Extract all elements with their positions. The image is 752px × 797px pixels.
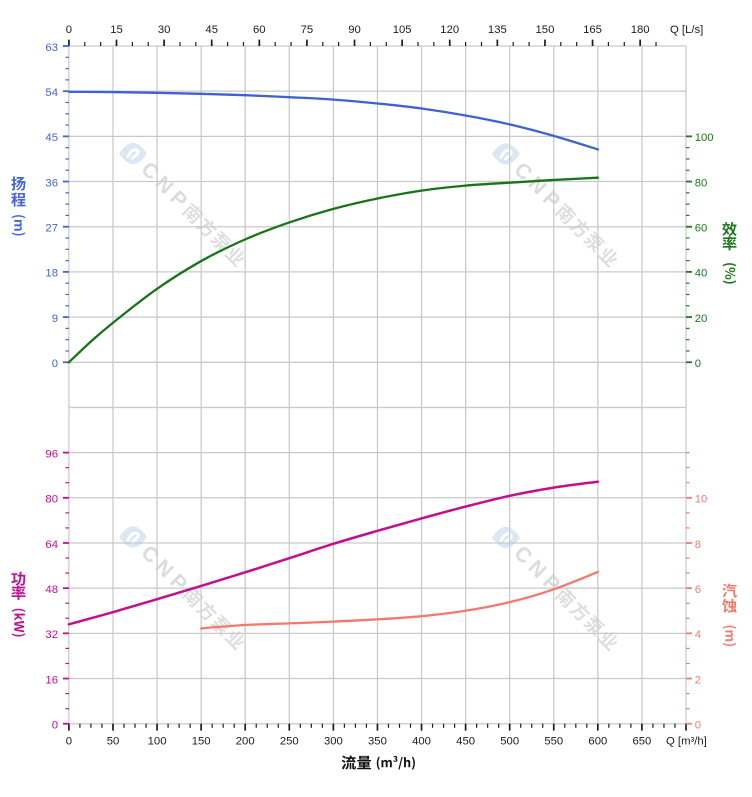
svg-text:8: 8 (695, 539, 701, 551)
svg-text:100: 100 (695, 132, 714, 144)
svg-text:0: 0 (52, 358, 58, 370)
svg-text:30: 30 (158, 24, 171, 36)
svg-text:16: 16 (45, 674, 58, 686)
svg-text:50: 50 (107, 736, 120, 748)
svg-text:550: 550 (544, 736, 563, 748)
svg-text:45: 45 (45, 132, 58, 144)
svg-text:54: 54 (45, 87, 58, 99)
svg-text:45: 45 (205, 24, 218, 36)
svg-text:0: 0 (52, 720, 58, 732)
svg-text:150: 150 (192, 736, 211, 748)
svg-text:18: 18 (45, 268, 58, 280)
svg-text:Q [m³/h]: Q [m³/h] (666, 736, 707, 748)
svg-text:135: 135 (488, 24, 507, 36)
svg-text:36: 36 (45, 177, 58, 189)
svg-text:200: 200 (236, 736, 255, 748)
svg-text:20: 20 (695, 313, 708, 325)
svg-text:60: 60 (695, 223, 708, 235)
svg-text:75: 75 (301, 24, 314, 36)
svg-text:Q [L/s]: Q [L/s] (670, 24, 703, 36)
svg-text:650: 650 (632, 736, 651, 748)
svg-text:80: 80 (695, 177, 708, 189)
svg-text:9: 9 (52, 313, 58, 325)
svg-text:4: 4 (695, 629, 701, 641)
svg-text:300: 300 (324, 736, 343, 748)
svg-text:500: 500 (500, 736, 519, 748)
svg-text:150: 150 (536, 24, 555, 36)
svg-text:63: 63 (45, 42, 58, 54)
svg-text:15: 15 (110, 24, 123, 36)
svg-text:96: 96 (45, 448, 58, 460)
svg-text:64: 64 (45, 539, 58, 551)
svg-text:400: 400 (412, 736, 431, 748)
svg-text:2: 2 (695, 674, 701, 686)
svg-text:600: 600 (588, 736, 607, 748)
svg-text:32: 32 (45, 629, 58, 641)
svg-text:450: 450 (456, 736, 475, 748)
svg-text:250: 250 (280, 736, 299, 748)
svg-text:27: 27 (45, 223, 58, 235)
svg-text:105: 105 (393, 24, 412, 36)
svg-text:0: 0 (695, 720, 701, 732)
svg-text:80: 80 (45, 494, 58, 506)
svg-text:48: 48 (45, 584, 58, 596)
svg-text:10: 10 (695, 494, 708, 506)
svg-text:40: 40 (695, 268, 708, 280)
svg-text:0: 0 (66, 24, 72, 36)
svg-text:180: 180 (631, 24, 650, 36)
svg-text:165: 165 (583, 24, 602, 36)
svg-text:0: 0 (695, 358, 701, 370)
svg-text:6: 6 (695, 584, 701, 596)
svg-text:60: 60 (253, 24, 266, 36)
svg-text:100: 100 (148, 736, 167, 748)
svg-text:350: 350 (368, 736, 387, 748)
svg-text:0: 0 (66, 736, 72, 748)
svg-text:120: 120 (440, 24, 459, 36)
svg-text:90: 90 (348, 24, 361, 36)
